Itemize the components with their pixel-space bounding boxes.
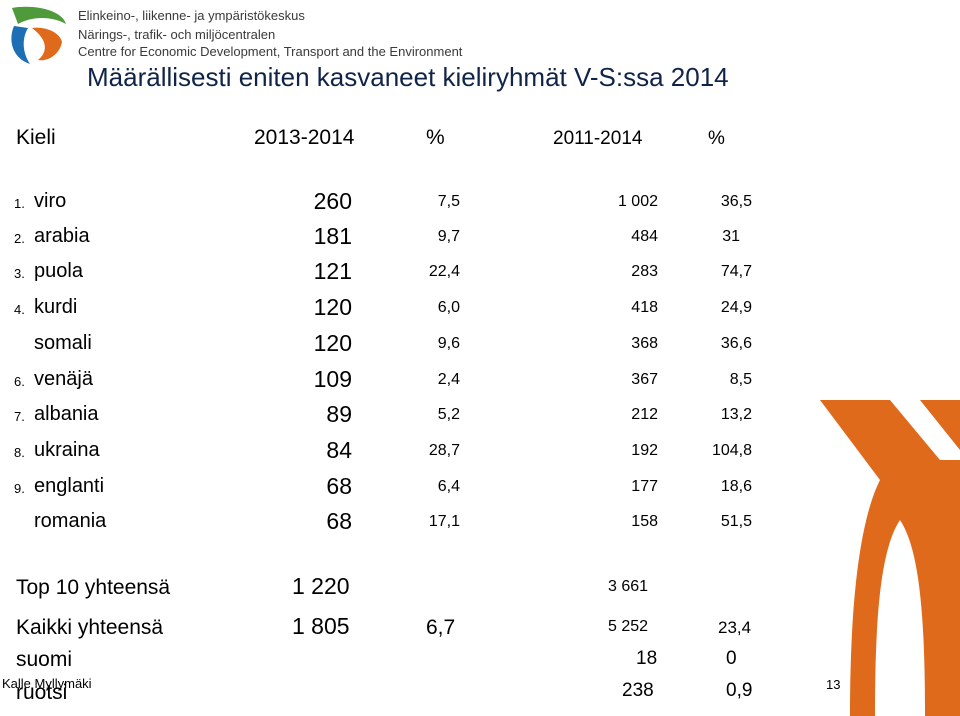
ruotsi-label: ruotsi — [16, 681, 68, 704]
row-value-2013-2014: 260 — [313, 188, 352, 214]
row-value-2011-2014: 367 — [631, 371, 658, 388]
row-value-2013-2014: 120 — [313, 294, 352, 320]
author-name: Kalle Myllymäki — [2, 676, 92, 691]
org-name-en: Centre for Economic Development, Transpo… — [78, 44, 463, 59]
header-lang: Kieli — [16, 126, 56, 149]
top10-label: Top 10 yhteensä — [16, 576, 171, 599]
table-row: somali 120 9,6 368 36,6 — [0, 330, 960, 364]
header-pct-2: % — [708, 128, 725, 149]
row-language: ukraina — [34, 439, 100, 461]
header-period-1: 2013-2014 — [254, 126, 355, 149]
row-number: 8. — [14, 445, 25, 460]
row-number: 1. — [14, 196, 25, 211]
row-language: arabia — [34, 225, 90, 247]
row-number: 9. — [14, 481, 25, 496]
org-name-fi: Elinkeino-, liikenne- ja ympäristökeskus — [78, 8, 305, 23]
row-number: 2. — [14, 231, 25, 246]
row-language: viro — [34, 190, 67, 212]
row-pct-2011-2014: 24,9 — [720, 299, 752, 316]
row-language: venäjä — [34, 368, 93, 390]
row-value-2011-2014: 1 002 — [617, 193, 658, 210]
suomi-pct-2011-2014: 0 — [726, 648, 737, 669]
row-value-2011-2014: 418 — [631, 299, 658, 316]
row-value-2013-2014: 181 — [313, 223, 352, 249]
header-period-2: 2011-2014 — [553, 128, 643, 149]
row-pct-2013-2014: 22,4 — [428, 263, 460, 280]
row-pct-2011-2014: 36,5 — [720, 193, 752, 210]
all-value-2011-2014: 5 252 — [608, 618, 649, 635]
org-name-sv: Närings-, trafik- och miljöcentralen — [78, 27, 276, 42]
row-pct-2011-2014: 8,5 — [729, 371, 752, 388]
row-value-2011-2014: 192 — [631, 442, 658, 459]
all-value-2013-2014: 1 805 — [292, 613, 350, 639]
row-pct-2011-2014: 36,6 — [720, 335, 752, 352]
row-number: 4. — [14, 302, 25, 317]
row-number: 7. — [14, 409, 25, 424]
table-row: romania 68 17,1 158 51,5 — [0, 508, 960, 542]
row-language: albania — [34, 403, 99, 425]
row-pct-2013-2014: 6,4 — [437, 478, 460, 495]
page-title: Määrällisesti eniten kasvaneet kieliryhm… — [87, 62, 729, 92]
row-pct-2011-2014: 104,8 — [711, 442, 752, 459]
row-value-2013-2014: 84 — [326, 437, 352, 463]
row-pct-2013-2014: 6,0 — [437, 299, 460, 316]
row-pct-2011-2014: 74,7 — [720, 263, 752, 280]
row-value-2013-2014: 121 — [313, 258, 352, 284]
row-number: 3. — [14, 266, 25, 281]
suomi-value-2011-2014: 18 — [636, 648, 658, 669]
row-language: puola — [34, 260, 83, 282]
row-pct-2013-2014: 2,4 — [437, 371, 460, 388]
row-value-2013-2014: 68 — [326, 508, 352, 534]
ruotsi-value-2011-2014: 238 — [622, 680, 654, 701]
row-language: kurdi — [34, 296, 78, 318]
row-pct-2013-2014: 9,7 — [437, 228, 460, 245]
page-number: 13 — [826, 677, 841, 692]
row-value-2011-2014: 283 — [631, 263, 658, 280]
row-pct-2011-2014: 13,2 — [720, 406, 752, 423]
row-pct-2011-2014: 51,5 — [720, 513, 752, 530]
table-row: 9. englanti 68 6,4 177 18,6 — [0, 473, 960, 507]
row-value-2013-2014: 89 — [326, 401, 352, 427]
row-pct-2011-2014: 18,6 — [720, 478, 752, 495]
row-number: 6. — [14, 374, 25, 389]
ely-logo-icon — [11, 6, 66, 64]
table-row: 2. arabia 181 9,7 484 31 — [0, 223, 960, 257]
row-language: somali — [34, 332, 92, 354]
row-value-2011-2014: 177 — [631, 478, 658, 495]
row-pct-2013-2014: 9,6 — [437, 335, 460, 352]
all-label: Kaikki yhteensä — [16, 616, 164, 639]
row-value-2013-2014: 109 — [313, 366, 352, 392]
row-value-2011-2014: 484 — [631, 228, 658, 245]
decorative-orange-shape-icon — [820, 400, 960, 716]
row-value-2013-2014: 68 — [326, 473, 352, 499]
table-row: 7. albania 89 5,2 212 13,2 — [0, 401, 960, 435]
table-row: 6. venäjä 109 2,4 367 8,5 — [0, 366, 960, 400]
row-pct-2013-2014: 28,7 — [428, 442, 460, 459]
row-language: romania — [34, 510, 107, 532]
row-pct-2013-2014: 17,1 — [428, 513, 460, 530]
row-value-2011-2014: 212 — [631, 406, 658, 423]
header-pct-1: % — [426, 126, 445, 149]
row-pct-2013-2014: 7,5 — [437, 193, 460, 210]
table-row: 4. kurdi 120 6,0 418 24,9 — [0, 294, 960, 328]
top10-value-2011-2014: 3 661 — [608, 578, 649, 595]
ruotsi-pct-2011-2014: 0,9 — [726, 680, 753, 701]
suomi-label: suomi — [16, 648, 73, 671]
row-pct-2013-2014: 5,2 — [437, 406, 460, 423]
row-language: englanti — [34, 475, 105, 497]
row-value-2011-2014: 158 — [631, 513, 658, 530]
table-row: 1. viro 260 7,5 1 002 36,5 — [0, 188, 960, 222]
table-row: 3. puola 121 22,4 283 74,7 — [0, 258, 960, 292]
table-row: 8. ukraina 84 28,7 192 104,8 — [0, 437, 960, 471]
row-pct-2011-2014: 31 — [722, 228, 740, 245]
row-value-2013-2014: 120 — [313, 330, 352, 356]
all-pct-2013-2014: 6,7 — [426, 616, 456, 639]
top10-value-2013-2014: 1 220 — [292, 573, 350, 599]
all-pct-2011-2014: 23,4 — [718, 618, 752, 637]
row-value-2011-2014: 368 — [631, 335, 658, 352]
